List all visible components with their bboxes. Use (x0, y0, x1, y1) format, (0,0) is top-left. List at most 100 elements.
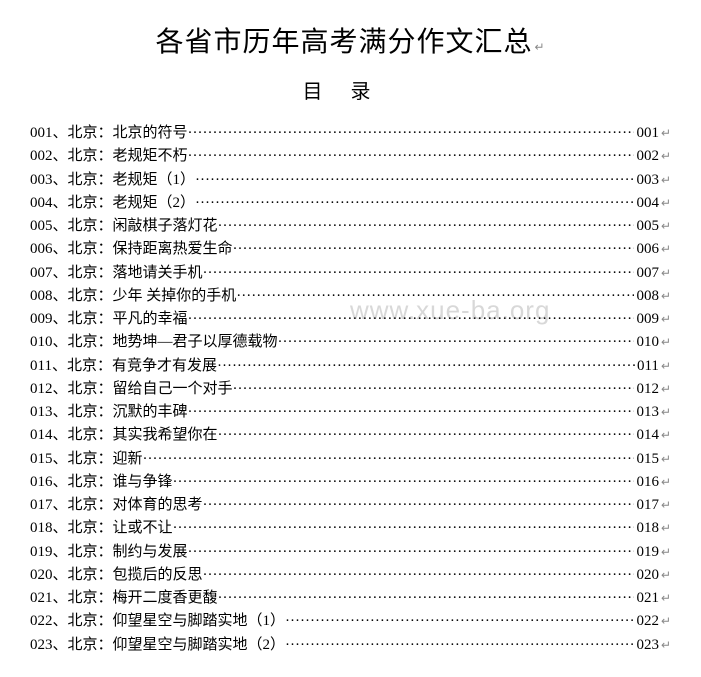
toc-entry-text: 016、北京：谁与争锋 (30, 471, 173, 494)
toc-page-number: 003 (634, 169, 659, 192)
toc-page-number: 022 (634, 610, 659, 633)
toc-leader-dots (188, 145, 635, 168)
toc-page-number: 007 (634, 262, 659, 285)
toc-leader-dots (218, 424, 635, 447)
toc-leader-dots (285, 634, 634, 657)
line-end-mark: ↵ (661, 194, 671, 213)
line-end-mark: ↵ (661, 147, 671, 166)
line-end-mark: ↵ (534, 40, 545, 54)
toc-leader-dots (217, 355, 635, 378)
toc-entry: 003、北京：老规矩（1） 003↵ (30, 169, 671, 192)
toc-entry: 006、北京：保持距离热爱生命 006↵ (30, 238, 671, 261)
toc-entry: 020、北京：包揽后的反思 020↵ (30, 564, 671, 587)
toc-entry-text: 021、北京：梅开二度香更馥 (30, 587, 218, 610)
toc-page-number: 021 (634, 587, 659, 610)
line-end-mark: ↵ (661, 240, 671, 259)
toc-entry-text: 005、北京：闲敲棋子落灯花 (30, 215, 218, 238)
line-end-mark: ↵ (661, 589, 671, 608)
line-end-mark: ↵ (661, 310, 671, 329)
line-end-mark: ↵ (661, 450, 671, 469)
toc-entry-text: 019、北京：制约与发展 (30, 541, 188, 564)
toc-entry: 005、北京：闲敲棋子落灯花 005↵ (30, 215, 671, 238)
line-end-mark: ↵ (661, 403, 671, 422)
toc-leader-dots (203, 262, 635, 285)
toc-page-number: 023 (634, 634, 659, 657)
toc-entry: 015、北京：迎新 015↵ (30, 448, 671, 471)
toc-page-number: 018 (634, 517, 659, 540)
toc-entry: 016、北京：谁与争锋 016↵ (30, 471, 671, 494)
toc-leader-dots (188, 122, 635, 145)
line-end-mark: ↵ (661, 543, 671, 562)
toc-entry-text: 001、北京：北京的符号 (30, 122, 188, 145)
toc-entry-text: 009、北京：平凡的幸福 (30, 308, 188, 331)
toc-entry: 022、北京：仰望星空与脚踏实地（1） 022↵ (30, 610, 671, 633)
line-end-mark: ↵ (661, 612, 671, 631)
toc-entry: 009、北京：平凡的幸福 009↵ (30, 308, 671, 331)
toc-entry: 007、北京：落地请关手机 007↵ (30, 262, 671, 285)
line-end-mark: ↵ (661, 264, 671, 283)
toc-entry: 017、北京：对体育的思考 017↵ (30, 494, 671, 517)
line-end-mark: ↵ (661, 566, 671, 585)
toc-page-number: 016 (634, 471, 659, 494)
toc-leader-dots (173, 471, 635, 494)
line-end-mark: ↵ (661, 333, 671, 352)
toc-entry-text: 018、北京：让或不让 (30, 517, 173, 540)
toc-entry-text: 015、北京：迎新 (30, 448, 143, 471)
toc-entry: 013、北京：沉默的丰碑 013↵ (30, 401, 671, 424)
toc-entry: 023、北京：仰望星空与脚踏实地（2） 023↵ (30, 634, 671, 657)
toc-entry-text: 004、北京：老规矩（2） (30, 192, 195, 215)
toc-entry-text: 020、北京：包揽后的反思 (30, 564, 203, 587)
line-end-mark: ↵ (661, 287, 671, 306)
toc-entry: 004、北京：老规矩（2） 004↵ (30, 192, 671, 215)
toc-entry: 019、北京：制约与发展 019↵ (30, 541, 671, 564)
toc-entry-text: 006、北京：保持距离热爱生命 (30, 238, 233, 261)
toc-leader-dots (285, 610, 634, 633)
toc-entry-text: 002、北京：老规矩不朽 (30, 145, 188, 168)
line-end-mark: ↵ (661, 380, 671, 399)
toc-entry: 014、北京：其实我希望你在 014↵ (30, 424, 671, 447)
toc-leader-dots (233, 378, 635, 401)
toc-page-number: 011 (635, 355, 659, 378)
line-end-mark: ↵ (661, 124, 671, 143)
toc-entry: 011、北京：有竞争才有发展 011↵ (30, 355, 671, 378)
toc-leader-dots (143, 448, 635, 471)
toc-entry: 021、北京：梅开二度香更馥 021↵ (30, 587, 671, 610)
toc-entry: 001、北京：北京的符号 001↵ (30, 122, 671, 145)
toc-leader-dots (278, 331, 635, 354)
toc-page-number: 005 (634, 215, 659, 238)
toc-entry-text: 013、北京：沉默的丰碑 (30, 401, 188, 424)
toc-list: 001、北京：北京的符号 001↵002、北京：老规矩不朽 002↵003、北京… (30, 122, 671, 657)
toc-page-number: 014 (634, 424, 659, 447)
line-end-mark: ↵ (661, 496, 671, 515)
toc-page-number: 010 (634, 331, 659, 354)
toc-entry: 002、北京：老规矩不朽 002↵ (30, 145, 671, 168)
toc-leader-dots (203, 494, 635, 517)
toc-entry: 012、北京：留给自己一个对手 012↵ (30, 378, 671, 401)
line-end-mark: ↵ (661, 473, 671, 492)
toc-heading: 目录 (30, 75, 671, 104)
line-end-mark: ↵ (661, 519, 671, 538)
document-title: 各省市历年高考满分作文汇总↵ (30, 20, 671, 60)
toc-page-number: 017 (634, 494, 659, 517)
toc-entry-text: 014、北京：其实我希望你在 (30, 424, 218, 447)
toc-leader-dots (233, 238, 635, 261)
toc-page-number: 020 (634, 564, 659, 587)
toc-entry-text: 017、北京：对体育的思考 (30, 494, 203, 517)
toc-leader-dots (195, 192, 634, 215)
toc-page-number: 002 (634, 145, 659, 168)
toc-leader-dots (218, 215, 635, 238)
toc-leader-dots (188, 401, 635, 424)
toc-page-number: 001 (634, 122, 659, 145)
toc-leader-dots (195, 169, 634, 192)
toc-entry-text: 023、北京：仰望星空与脚踏实地（2） (30, 634, 285, 657)
toc-entry: 010、北京：地势坤—君子以厚德载物 010↵ (30, 331, 671, 354)
toc-page-number: 009 (634, 308, 659, 331)
toc-page-number: 015 (634, 448, 659, 471)
line-end-mark: ↵ (661, 171, 671, 190)
toc-leader-dots (218, 587, 635, 610)
toc-page-number: 012 (634, 378, 659, 401)
toc-page-number: 004 (634, 192, 659, 215)
toc-entry-text: 007、北京：落地请关手机 (30, 262, 203, 285)
toc-entry-text: 008、北京：少年 关掉你的手机 (30, 285, 236, 308)
line-end-mark: ↵ (661, 357, 671, 376)
